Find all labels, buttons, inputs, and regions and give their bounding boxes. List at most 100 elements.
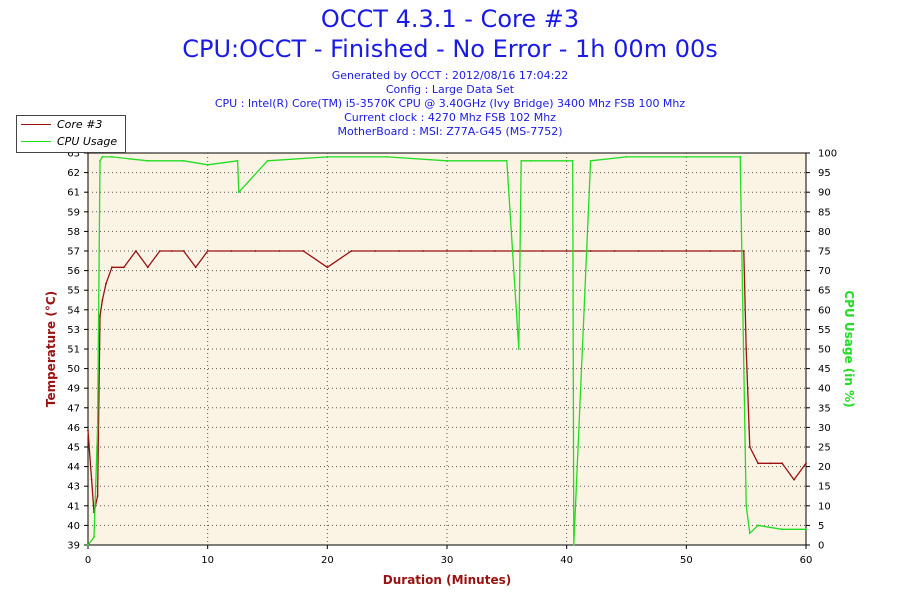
tick-label-left: 49 [67,384,80,395]
data-point-core3 [194,266,197,269]
data-point-core3 [793,478,795,481]
tick-label-right: 80 [818,227,831,238]
data-point-cpu-usage [206,163,209,166]
data-point-cpu-usage [805,528,807,531]
x-axis-ticks: 0 10 20 30 40 50 60 [85,545,812,566]
tick-label-right: 95 [818,168,831,179]
tick-label-x: 10 [201,555,214,566]
tick-label-left: 56 [67,266,80,277]
data-point-core3 [123,266,125,269]
tick-label-left: 61 [67,188,80,199]
chart-title: OCCT 4.3.1 - Core #3 [320,5,580,33]
info-config: Config : Large Data Set [385,83,515,96]
data-point-cpu-usage [685,156,688,158]
info-motherboard: MotherBoard : MSI: Z77A-G45 (MS-7752) [337,125,563,138]
data-point-core3 [446,250,448,252]
tick-label-right: 70 [818,266,831,277]
data-point-core3 [613,250,616,252]
data-point-cpu-usage [236,159,239,162]
tick-label-left: 39 [67,541,80,552]
data-point-cpu-usage [757,524,760,527]
data-point-cpu-usage [93,536,95,539]
data-point-core3 [111,266,113,269]
data-point-core3 [254,250,257,252]
data-point-core3 [745,348,748,350]
data-point-core3 [350,250,353,252]
tick-label-left: 62 [67,168,80,179]
data-point-cpu-usage [781,528,783,531]
tick-label-right: 45 [818,364,831,375]
data-point-cpu-usage [101,156,104,158]
tick-label-x: 40 [560,555,573,566]
data-point-core3 [182,250,185,252]
tick-label-x: 20 [321,555,334,566]
data-point-cpu-usage [446,159,448,162]
legend-label-cpu-usage: CPU Usage [57,135,118,148]
legend-item-cpu-usage: CPU Usage [17,134,125,150]
tick-label-right: 55 [818,325,831,336]
tick-label-left: 41 [67,501,80,512]
tick-label-left: 53 [67,325,80,336]
data-point-core3 [105,282,107,285]
data-point-core3 [398,250,401,252]
tick-label-left: 63 [67,149,80,160]
data-point-core3 [565,250,568,252]
data-point-core3 [493,250,496,252]
data-point-cpu-usage [111,156,113,158]
tick-label-left: 51 [67,345,80,356]
tick-label-right: 40 [818,384,831,395]
data-point-core3 [96,495,99,497]
data-point-cpu-usage [625,156,628,158]
data-point-core3 [278,250,281,252]
data-point-cpu-usage [266,159,269,162]
tick-label-left: 55 [67,286,80,297]
data-point-core3 [805,462,807,465]
data-point-core3 [146,266,149,269]
data-point-core3 [374,250,377,252]
info-generated: Generated by OCCT : 2012/08/16 17:04:22 [331,69,569,82]
data-point-cpu-usage [326,156,329,158]
data-point-core3 [170,250,173,252]
data-point-cpu-usage [146,159,149,162]
tick-label-x: 30 [441,555,454,566]
tick-label-right: 15 [818,482,831,493]
tick-label-right: 0 [818,541,824,552]
data-point-cpu-usage [520,159,523,162]
tick-label-x: 0 [85,555,91,566]
tick-label-left: 58 [67,227,80,238]
data-point-core3 [206,250,209,252]
tick-label-left: 43 [67,482,80,493]
data-point-core3 [158,250,161,252]
data-point-core3 [748,446,751,448]
data-point-cpu-usage [386,156,389,158]
y-axis-right-label: CPU Usage (in %) [842,290,856,407]
chart-subtitle: CPU:OCCT - Finished - No Error - 1h 00m … [182,35,718,63]
data-point-core3 [101,299,104,301]
tick-label-right: 85 [818,207,831,218]
series-group [87,156,807,546]
legend-swatch-core3 [21,124,51,125]
left-axis-ticks: 39 40 41 43 44 45 46 47 49 50 51 53 54 55 56 57 58 59 61 62… [67,149,88,552]
grid [88,153,806,545]
tick-label-right: 35 [818,403,831,414]
data-point-cpu-usage [571,159,574,162]
data-point-cpu-usage [572,544,575,546]
data-point-core3 [90,478,93,481]
tick-label-x: 50 [680,555,693,566]
data-point-core3 [326,266,329,269]
right-axis-ticks: 0 5 10 15 20 25 30 35 40 45 50 55 60 65 70 75 80 85 90 95 10… [806,149,837,552]
info-clock: Current clock : 4270 Mhz FSB 102 Mhz [344,111,556,124]
data-point-cpu-usage [739,156,742,158]
data-point-cpu-usage [99,159,101,162]
data-point-cpu-usage [237,191,240,194]
tick-label-left: 44 [67,462,80,473]
data-point-core3 [541,250,544,252]
tick-label-left: 46 [67,423,80,434]
data-point-cpu-usage [87,544,89,546]
data-point-core3 [99,315,101,318]
series-line-core3 [87,250,807,513]
tick-label-left: 45 [67,443,80,454]
tick-label-right: 65 [818,286,831,297]
tick-label-right: 90 [818,188,831,199]
data-point-core3 [230,250,233,252]
